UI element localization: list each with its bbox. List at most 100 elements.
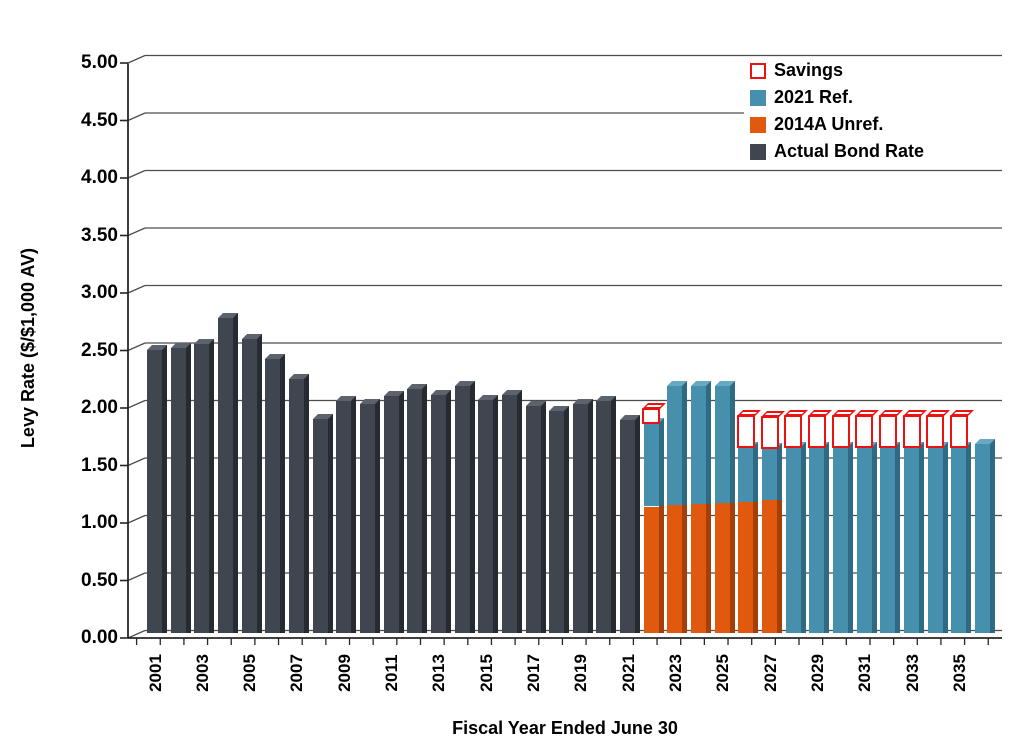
x-tick-label-2035: 2035 bbox=[949, 654, 969, 692]
bar-2032-side bbox=[895, 441, 901, 633]
y-tick-label-2.50: 2.50 bbox=[81, 339, 118, 361]
bar-2031-side bbox=[871, 441, 877, 633]
x-tick-label-2021: 2021 bbox=[618, 654, 638, 692]
legend-item-savings: Savings bbox=[744, 57, 1004, 84]
bar-2010-side bbox=[374, 399, 380, 633]
y-tick-label-1.50: 1.50 bbox=[81, 454, 118, 476]
bar-2032-segment bbox=[880, 446, 896, 633]
bar-2016-segment bbox=[501, 394, 517, 633]
x-tick-label-2009: 2009 bbox=[334, 654, 354, 692]
savings-box-2032 bbox=[878, 414, 897, 448]
bar-2025-segment bbox=[714, 385, 730, 504]
gridline-connector bbox=[127, 457, 146, 467]
bar-2028-side bbox=[800, 441, 806, 633]
legend-label: 2021 Ref. bbox=[774, 87, 854, 107]
bar-2007-side bbox=[303, 373, 309, 633]
x-tick-label-2029: 2029 bbox=[807, 654, 827, 692]
bar-2001-segment bbox=[147, 350, 162, 633]
bar-2031-segment bbox=[856, 446, 872, 633]
bar-2021-segment bbox=[620, 420, 636, 633]
bar-2014-side bbox=[469, 380, 475, 633]
y-tick-label-0.50: 0.50 bbox=[81, 569, 118, 591]
bar-2012-side bbox=[422, 384, 428, 633]
bar-2022-side bbox=[658, 501, 664, 633]
bar-2030-side bbox=[848, 441, 854, 633]
bar-2033-side bbox=[919, 441, 925, 633]
gridline-connector bbox=[127, 399, 146, 409]
bar-2007-segment bbox=[288, 378, 304, 633]
x-tick-label-2013: 2013 bbox=[429, 654, 449, 692]
x-tick-label-2011: 2011 bbox=[382, 654, 402, 692]
bar-2024-segment bbox=[691, 504, 707, 633]
savings-box-2033 bbox=[902, 414, 921, 448]
bar-2022-side bbox=[658, 417, 664, 507]
bar-2017-side bbox=[540, 401, 546, 633]
bar-2035-side bbox=[966, 441, 972, 633]
legend-swatch-teal-icon bbox=[750, 89, 766, 106]
y-tick-label-5.00: 5.00 bbox=[81, 52, 118, 73]
savings-box-2027 bbox=[760, 415, 779, 449]
x-tick-label-2017: 2017 bbox=[524, 654, 543, 692]
gridline-connector bbox=[127, 572, 146, 582]
savings-box-2034 bbox=[926, 414, 945, 448]
bar-2008-side bbox=[327, 414, 333, 633]
x-tick-label-2025: 2025 bbox=[713, 654, 733, 692]
bar-2027-segment bbox=[762, 447, 778, 500]
bar-2026-segment bbox=[738, 501, 754, 633]
bar-2025-side bbox=[729, 380, 735, 504]
bar-2012-segment bbox=[407, 389, 423, 633]
y-tick-label-0.00: 0.00 bbox=[81, 627, 118, 648]
x-tick-label-2003: 2003 bbox=[192, 654, 212, 692]
x-tick-label-2033: 2033 bbox=[902, 654, 922, 692]
bar-2028-segment bbox=[785, 446, 801, 633]
bar-2013-segment bbox=[430, 394, 446, 633]
bar-2023-segment bbox=[667, 385, 683, 506]
bar-2006-side bbox=[280, 354, 286, 633]
bar-2034-segment bbox=[927, 446, 943, 633]
bar-2003-side bbox=[209, 339, 215, 633]
bar-2023-side bbox=[682, 380, 688, 506]
y-tick-label-4.50: 4.50 bbox=[81, 109, 118, 131]
savings-box-2029 bbox=[807, 414, 826, 448]
x-tick-label-2023: 2023 bbox=[665, 654, 685, 692]
bar-2009-side bbox=[351, 395, 357, 633]
gridline-connector bbox=[127, 112, 146, 122]
savings-box-2030 bbox=[831, 414, 850, 448]
gridline-connector bbox=[127, 169, 146, 179]
bar-2034-side bbox=[942, 441, 948, 633]
bar-2011-side bbox=[398, 391, 404, 633]
x-tick-label-2007: 2007 bbox=[287, 654, 307, 692]
bar-2027-side bbox=[777, 442, 783, 500]
gridline-connector bbox=[127, 514, 146, 524]
bar-2026-side bbox=[753, 441, 759, 502]
bar-2022-segment bbox=[643, 506, 659, 633]
bar-2005-side bbox=[256, 333, 262, 633]
bar-2004-segment bbox=[217, 317, 233, 633]
bar-2024-side bbox=[706, 499, 712, 633]
bar-2015-segment bbox=[478, 399, 494, 633]
legend-item-2014a-unref-: 2014A Unref. bbox=[744, 111, 1004, 138]
y-tick-label-3.00: 3.00 bbox=[81, 282, 118, 303]
bar-2009-segment bbox=[336, 400, 352, 633]
bar-2008-segment bbox=[312, 419, 328, 633]
legend: Savings 2021 Ref. 2014A Unref. Actual Bond … bbox=[744, 57, 1004, 167]
bar-2002-segment bbox=[170, 347, 186, 633]
bar-2019-segment bbox=[572, 404, 588, 633]
y-tick-label-1.00: 1.00 bbox=[81, 512, 118, 533]
bar-2026-side bbox=[753, 496, 759, 633]
x-axis-title: Fiscal Year Ended June 30 bbox=[452, 718, 678, 738]
bar-2025-segment bbox=[714, 503, 730, 633]
y-tick-label-4.00: 4.00 bbox=[81, 167, 118, 188]
legend-item-2021-ref-: 2021 Ref. bbox=[744, 84, 1004, 111]
x-tick-label-2027: 2027 bbox=[760, 654, 780, 692]
legend-swatch-orange-icon bbox=[750, 116, 766, 133]
bar-2027-segment bbox=[762, 499, 778, 633]
bar-2023-side bbox=[682, 500, 688, 633]
bar-2016-side bbox=[516, 389, 522, 633]
bar-2033-segment bbox=[904, 446, 920, 633]
bar-2018-segment bbox=[549, 411, 565, 633]
bar-2021-side bbox=[635, 415, 641, 633]
bar-2026-segment bbox=[738, 446, 754, 502]
